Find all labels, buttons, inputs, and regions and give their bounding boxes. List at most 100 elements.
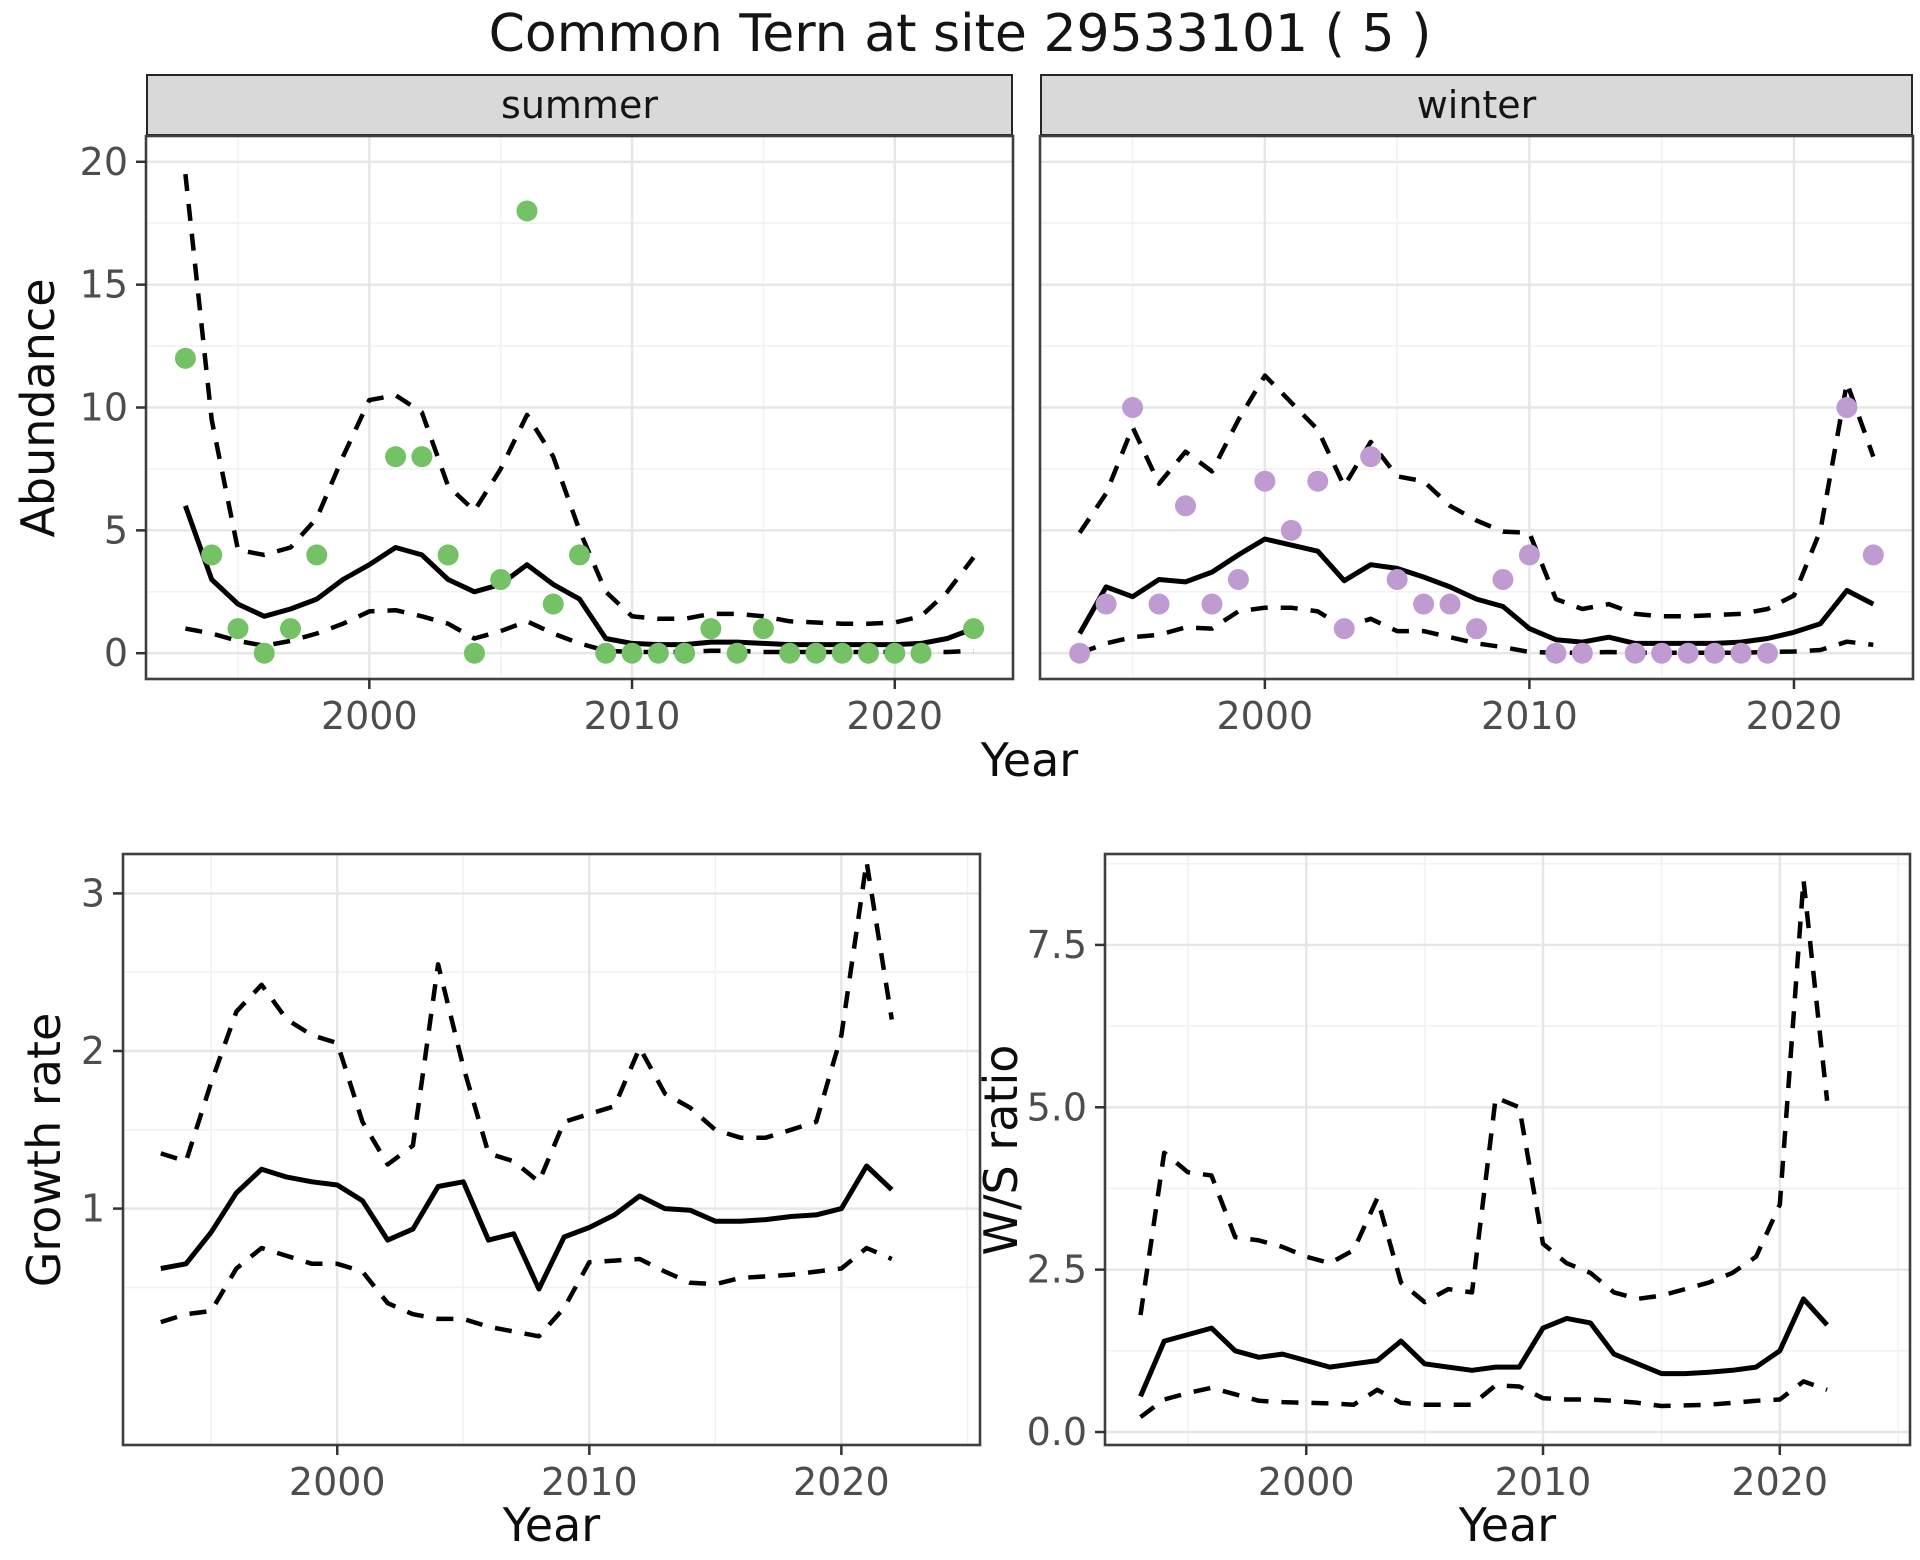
winter-abundance-plot: 2000 2010 2020 <box>1038 134 1915 738</box>
data-point <box>1704 642 1726 664</box>
facet-strip-summer-label: summer <box>501 83 658 127</box>
data-point <box>674 642 696 664</box>
x-tick-label: 2020 <box>793 1460 890 1504</box>
data-point <box>1862 544 1884 566</box>
data-point <box>1624 642 1646 664</box>
summer-abundance-plot: 2000 2010 2020 0 5 10 15 20 <box>80 134 1015 738</box>
data-point <box>858 642 879 664</box>
x-tick-label: 2020 <box>1731 1460 1828 1504</box>
data-point <box>1201 593 1223 615</box>
facet-strip-summer: summer <box>146 74 1013 136</box>
data-point <box>516 200 538 222</box>
chart-title: Common Tern at site 29533101 ( 5 ) <box>488 4 1432 64</box>
data-point <box>1439 593 1461 615</box>
data-point <box>1386 568 1408 590</box>
growth-year-axis-title: Year <box>502 1498 601 1552</box>
top-year-axis-title: Year <box>980 733 1079 787</box>
abundance-axis-title-wrap: Abundance <box>11 136 65 679</box>
data-point <box>884 642 906 664</box>
data-point <box>463 642 485 664</box>
data-point <box>1069 642 1091 664</box>
panel-border <box>1038 134 1915 681</box>
x-tick-label: 2010 <box>541 1460 638 1504</box>
data-point <box>1836 397 1858 418</box>
series-lower-95 <box>1078 605 1874 656</box>
ws-ratio-plot: 2000 2010 2020 0.0 2.5 5.0 7.5 <box>1027 852 1912 1504</box>
data-point <box>1122 397 1144 418</box>
facet-strip-winter-label: winter <box>1416 83 1537 127</box>
y-tick-label: 0.0 <box>1027 1410 1087 1454</box>
data-point <box>647 642 669 664</box>
data-point <box>910 642 932 664</box>
x-tick-label: 2010 <box>1495 1460 1592 1504</box>
abundance-axis-title: Abundance <box>11 277 65 538</box>
x-tick-label: 2020 <box>846 694 943 738</box>
series-median-growth-rate <box>160 1163 894 1292</box>
x-tick-label: 2000 <box>1217 694 1314 738</box>
data-point <box>752 618 774 640</box>
growth-rate-plot: 2000 2010 2020 1 2 3 <box>81 852 982 1504</box>
x-tick-label: 2010 <box>584 694 681 738</box>
data-point <box>1757 642 1778 664</box>
data-point <box>542 593 564 615</box>
series-upper-95 <box>160 859 895 1185</box>
panel-background <box>123 854 980 1445</box>
data-point <box>1227 568 1249 590</box>
data-point <box>1730 642 1752 664</box>
data-point <box>831 642 853 664</box>
data-point <box>411 446 433 468</box>
data-point <box>1571 642 1593 664</box>
series-upper-95 <box>183 173 976 626</box>
y-tick-label: 2.5 <box>1027 1248 1087 1292</box>
data-point <box>805 642 827 664</box>
y-tick-label: 5.0 <box>1027 1085 1087 1129</box>
growth-rate-axis-title: Growth rate <box>17 1012 71 1287</box>
data-point <box>779 642 801 664</box>
facet-strip-winter: winter <box>1040 74 1913 136</box>
series-median-fit <box>1077 536 1875 646</box>
growth-rate-axis-title-wrap: Growth rate <box>17 854 71 1445</box>
y-tick-label: 3 <box>81 871 105 915</box>
panel-border <box>121 852 982 1447</box>
data-point <box>963 618 985 640</box>
series-lower-95 <box>160 1245 893 1339</box>
data-point <box>1466 618 1487 640</box>
y-tick-label: 10 <box>80 386 128 430</box>
series-upper-95 <box>1077 373 1876 619</box>
data-point <box>726 642 748 664</box>
y-tick-label: 1 <box>81 1187 105 1231</box>
data-point <box>1651 642 1673 664</box>
data-point <box>1175 495 1196 517</box>
series-lower-95 <box>184 607 974 655</box>
data-point <box>306 544 328 566</box>
data-point <box>227 618 249 640</box>
data-point <box>1360 446 1382 468</box>
data-point <box>569 544 590 566</box>
data-point <box>280 618 301 640</box>
panel-border <box>1103 852 1912 1447</box>
data-point <box>595 642 617 664</box>
data-point <box>1280 519 1302 541</box>
data-point <box>1095 593 1117 615</box>
y-tick-label: 5 <box>104 508 128 552</box>
data-point <box>1677 642 1699 664</box>
panel-background <box>1105 854 1910 1445</box>
data-point <box>1148 593 1170 615</box>
ws-ratio-axis-title-wrap: W/S ratio <box>974 854 1028 1445</box>
data-point <box>1545 642 1567 664</box>
data-point <box>1307 470 1329 492</box>
x-tick-label: 2000 <box>321 694 418 738</box>
data-point <box>490 568 512 590</box>
y-tick-label: 7.5 <box>1027 923 1087 967</box>
x-tick-label: 2000 <box>289 1460 386 1504</box>
y-tick-label: 0 <box>104 631 128 675</box>
data-point <box>1254 470 1276 492</box>
data-point <box>437 544 459 566</box>
x-tick-label: 2010 <box>1481 694 1578 738</box>
x-tick-label: 2020 <box>1746 694 1843 738</box>
data-point <box>621 642 643 664</box>
series-upper-95 <box>1138 877 1830 1316</box>
ws-ratio-axis-title: W/S ratio <box>974 1044 1028 1255</box>
series-median-ws-ratio <box>1138 1296 1829 1398</box>
data-point <box>253 642 275 664</box>
